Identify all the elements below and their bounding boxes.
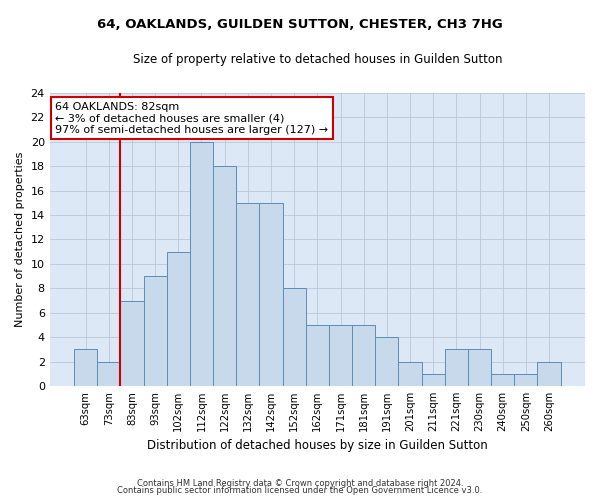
Text: Contains HM Land Registry data © Crown copyright and database right 2024.: Contains HM Land Registry data © Crown c… [137, 478, 463, 488]
Bar [398, 362, 422, 386]
Bar [190, 142, 213, 386]
Bar [213, 166, 236, 386]
Bar [259, 203, 283, 386]
Bar [468, 350, 491, 386]
Bar [121, 300, 143, 386]
Bar [352, 325, 375, 386]
Bar [445, 350, 468, 386]
Y-axis label: Number of detached properties: Number of detached properties [15, 152, 25, 327]
Title: Size of property relative to detached houses in Guilden Sutton: Size of property relative to detached ho… [133, 52, 502, 66]
Text: 64, OAKLANDS, GUILDEN SUTTON, CHESTER, CH3 7HG: 64, OAKLANDS, GUILDEN SUTTON, CHESTER, C… [97, 18, 503, 30]
Bar [236, 203, 259, 386]
X-axis label: Distribution of detached houses by size in Guilden Sutton: Distribution of detached houses by size … [147, 440, 488, 452]
Bar [306, 325, 329, 386]
Bar [329, 325, 352, 386]
Bar [74, 350, 97, 386]
Bar [514, 374, 538, 386]
Text: Contains public sector information licensed under the Open Government Licence v3: Contains public sector information licen… [118, 486, 482, 495]
Bar [422, 374, 445, 386]
Bar [97, 362, 121, 386]
Bar [538, 362, 560, 386]
Text: 64 OAKLANDS: 82sqm
← 3% of detached houses are smaller (4)
97% of semi-detached : 64 OAKLANDS: 82sqm ← 3% of detached hous… [55, 102, 328, 135]
Bar [143, 276, 167, 386]
Bar [167, 252, 190, 386]
Bar [491, 374, 514, 386]
Bar [375, 337, 398, 386]
Bar [283, 288, 306, 386]
